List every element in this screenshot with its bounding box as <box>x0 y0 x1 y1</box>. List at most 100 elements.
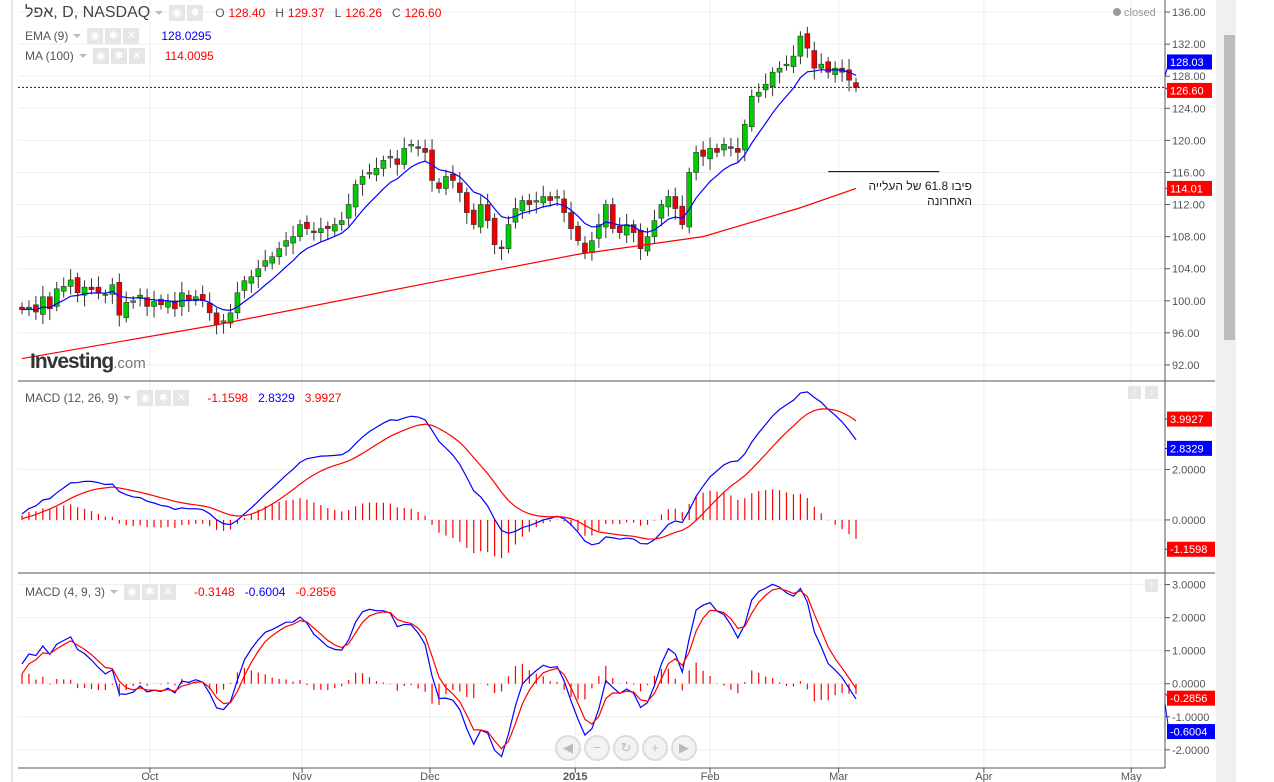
candle-body <box>436 182 442 189</box>
candle-body <box>33 304 39 313</box>
price-label-bg <box>1167 54 1212 70</box>
candle <box>721 137 727 157</box>
x-tick-label: Feb <box>701 771 720 782</box>
close-icon[interactable]: ✕ <box>173 390 190 406</box>
pane-move-down-button[interactable]: ↓ <box>1145 386 1158 399</box>
zoom-out-button[interactable]: − <box>584 735 610 761</box>
gear-icon[interactable]: ✱ <box>105 28 122 44</box>
gear-icon[interactable]: ✱ <box>155 390 172 406</box>
candle-body <box>290 236 296 244</box>
candle <box>241 275 248 299</box>
candle-body <box>394 158 401 165</box>
x-tick-label: Nov <box>292 771 312 782</box>
x-tick-label: Dec <box>420 771 440 782</box>
ema9-line <box>21 69 857 311</box>
eye-icon[interactable]: ◉ <box>137 390 154 406</box>
candle <box>547 191 554 207</box>
candle-body <box>318 228 324 233</box>
ma-label[interactable]: MA (100) <box>25 49 74 63</box>
candle <box>206 292 213 321</box>
chevron-down-icon[interactable] <box>78 54 87 58</box>
x-tick-label: Apr <box>975 771 992 782</box>
y-tick-label: 128.00 <box>1172 71 1206 83</box>
close-icon[interactable]: ✕ <box>160 584 177 600</box>
chevron-down-icon[interactable] <box>155 11 164 15</box>
candle <box>345 193 352 227</box>
candle-body <box>818 63 825 69</box>
candle <box>401 137 408 170</box>
candle-body <box>109 284 116 295</box>
candle-body <box>846 69 852 81</box>
candle <box>755 83 762 103</box>
macd1-macd-value: 2.8329 <box>258 391 295 405</box>
price-label-box: -0.2856 <box>1164 690 1215 706</box>
macd2-macd-line <box>21 583 857 758</box>
candle <box>686 167 693 234</box>
gear-icon[interactable]: ✱ <box>110 48 127 64</box>
price-label-bg <box>1167 82 1212 98</box>
macd2-legend: MACD (4, 9, 3) ◉ ✱ ✕ -0.3148 -0.6004 -0.28… <box>25 584 336 600</box>
close-value: 126.60 <box>404 6 442 20</box>
gear-icon[interactable]: ✱ <box>187 5 204 21</box>
eye-icon[interactable]: ◉ <box>87 28 104 44</box>
zoom-in-button[interactable]: + <box>642 735 668 761</box>
macd1-label[interactable]: MACD (12, 26, 9) <box>25 391 119 405</box>
candle-body <box>95 286 102 294</box>
y-tick-label: 132.00 <box>1172 39 1206 51</box>
macd1-signal-value: 3.9927 <box>304 391 342 405</box>
candle <box>735 137 741 163</box>
candle-body <box>304 221 310 229</box>
close-icon[interactable]: ✕ <box>128 48 145 64</box>
pane-move-up-button[interactable]: ↑ <box>1128 386 1141 399</box>
y-tick-label: -1.0000 <box>1172 712 1209 724</box>
candle <box>40 285 46 325</box>
eye-icon[interactable]: ◉ <box>169 5 186 21</box>
ema-label[interactable]: EMA (9) <box>25 29 69 43</box>
chevron-down-icon[interactable] <box>110 590 119 594</box>
chevron-down-icon[interactable] <box>73 34 82 38</box>
chevron-down-icon[interactable] <box>123 396 132 400</box>
candle <box>366 163 373 179</box>
candle-body <box>728 146 734 149</box>
candle <box>505 215 512 254</box>
ma-legend: MA (100) ◉ ✱ ✕ 114.0095 <box>25 48 214 64</box>
candle-body <box>505 224 512 249</box>
chart-navigation: ◀ − ↻ + ▶ <box>555 735 697 761</box>
candle <box>318 217 324 243</box>
logo-suffix: .com <box>113 355 146 372</box>
candle-body <box>519 200 526 212</box>
scroll-right-button[interactable]: ▶ <box>671 735 697 761</box>
symbol-title[interactable]: אפל, D, NASDAQ <box>25 4 151 21</box>
candle <box>623 213 630 244</box>
candle-body <box>192 296 199 302</box>
candle <box>728 137 734 157</box>
pane-move-up-button[interactable]: ↑ <box>1145 579 1158 592</box>
candle-body <box>387 156 394 159</box>
candle-body <box>255 268 262 278</box>
scrollbar-thumb[interactable] <box>1224 35 1235 340</box>
candle <box>33 295 39 321</box>
candle-body <box>401 148 408 165</box>
candle <box>53 281 60 312</box>
candle <box>853 77 859 93</box>
candle-body <box>693 152 699 173</box>
candle <box>825 56 832 79</box>
eye-icon[interactable]: ◉ <box>92 48 109 64</box>
eye-icon[interactable]: ◉ <box>124 584 141 600</box>
candle <box>352 179 359 217</box>
macd2-label[interactable]: MACD (4, 9, 3) <box>25 585 106 599</box>
candle <box>95 276 102 300</box>
candle-body <box>158 298 164 306</box>
candle-body <box>491 217 498 245</box>
candle <box>408 139 415 153</box>
scroll-left-button[interactable]: ◀ <box>555 735 581 761</box>
close-icon[interactable]: ✕ <box>123 28 140 44</box>
candle-body <box>331 224 338 232</box>
price-label-bg <box>1167 541 1215 557</box>
reset-button[interactable]: ↻ <box>613 735 639 761</box>
price-label-text: 126.60 <box>1170 85 1204 97</box>
y-tick-label: 0.0000 <box>1172 515 1206 527</box>
fib-annotation[interactable]: פיבו 61.8 של העלייה האחרונה <box>840 179 972 209</box>
gear-icon[interactable]: ✱ <box>142 584 159 600</box>
